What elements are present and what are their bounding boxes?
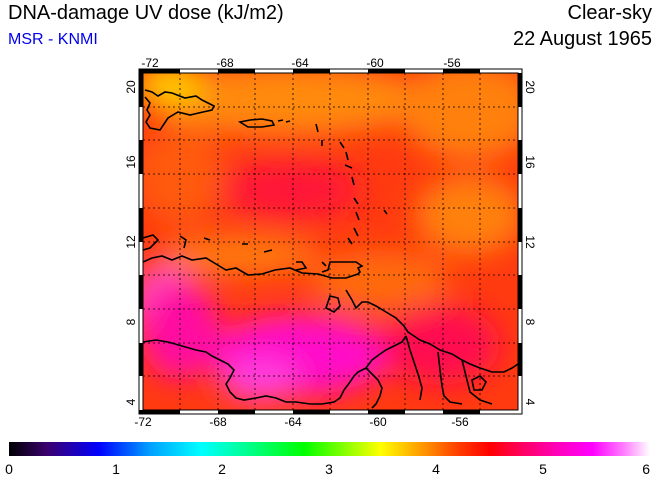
lat-tick-right: 12 [523, 235, 537, 249]
lat-tick-left: 12 [124, 235, 138, 249]
colorbar-tick: 1 [112, 461, 120, 477]
hispaniola-coast [144, 89, 216, 131]
colombia-venezuela-border [143, 339, 287, 403]
lat-tick-left: 16 [124, 155, 138, 169]
colorbar-tick: 5 [539, 461, 547, 477]
lat-tick-right: 16 [523, 155, 537, 169]
lon-tick-top: -56 [443, 56, 461, 70]
virgin-islands [277, 119, 291, 123]
lat-tick-left: 4 [124, 398, 138, 405]
guianas-borders [365, 335, 493, 405]
colorbar-tick: 2 [218, 461, 226, 477]
colorbar-tick: 3 [325, 461, 333, 477]
lat-ticks-left: 20 16 12 8 4 [124, 80, 138, 405]
lake [471, 375, 487, 391]
lon-tick-top: -60 [366, 56, 384, 70]
uv-dose-field [143, 73, 518, 410]
date-label: 22 August 1965 [512, 28, 652, 50]
coastlines [143, 89, 518, 409]
lat-tick-left: 8 [124, 318, 138, 325]
lon-tick-bottom: -64 [284, 415, 302, 429]
lon-ticks-bottom: -72 -68 -64 -60 -56 [134, 415, 469, 429]
lon-tick-top: -72 [141, 56, 159, 70]
lat-tick-left: 20 [124, 80, 138, 94]
lat-tick-right: 4 [523, 399, 537, 406]
colorbar-tick: 6 [642, 461, 650, 477]
venezuela-north-coast [143, 255, 364, 279]
source-label: MSR - KNMI [8, 31, 98, 48]
lon-ticks-top: -72 -68 -64 -60 -56 [141, 56, 461, 70]
lat-tick-right: 8 [523, 319, 537, 326]
lon-tick-bottom: -68 [209, 415, 227, 429]
lat-ticks-right: 20 16 12 8 4 [523, 80, 537, 405]
sky-condition-label: Clear-sky [567, 2, 652, 24]
lesser-antilles [315, 123, 388, 245]
lon-tick-bottom: -60 [369, 415, 387, 429]
map-frame [138, 68, 523, 415]
lon-tick-top: -68 [216, 56, 234, 70]
colorbar-tick: 4 [432, 461, 440, 477]
lon-tick-top: -64 [291, 56, 309, 70]
lat-lon-grid [143, 73, 518, 410]
puerto-rico-coast [237, 118, 276, 128]
colorbar-tick: 0 [5, 461, 13, 477]
aruba-curacao-coast [143, 234, 327, 271]
trinidad-coast [325, 295, 341, 313]
colorbar: 0 1 2 3 4 5 6 [5, 442, 650, 477]
guianas-coast [345, 289, 518, 373]
lon-tick-bottom: -56 [451, 415, 469, 429]
colorbar-gradient [9, 442, 650, 456]
lon-tick-bottom: -72 [134, 415, 152, 429]
lat-tick-right: 20 [523, 80, 537, 94]
map-title: DNA-damage UV dose (kJ/m2) [8, 2, 284, 24]
